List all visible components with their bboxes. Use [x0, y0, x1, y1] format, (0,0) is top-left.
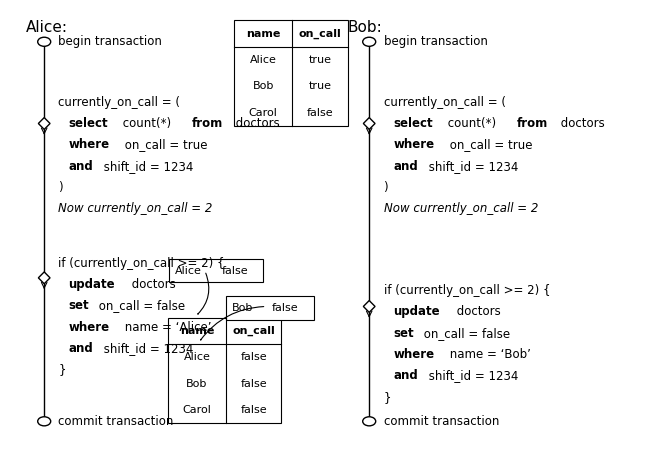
Text: select: select: [393, 117, 433, 130]
FancyArrowPatch shape: [201, 306, 264, 340]
Text: true: true: [309, 55, 332, 65]
Text: set: set: [68, 300, 89, 312]
Text: Carol: Carol: [249, 108, 278, 118]
Text: doctors: doctors: [232, 117, 280, 130]
Text: update: update: [68, 278, 115, 291]
Text: Carol: Carol: [183, 405, 211, 415]
Text: from: from: [191, 117, 223, 130]
Circle shape: [38, 37, 51, 46]
Text: name: name: [180, 326, 214, 336]
Text: ): ): [58, 181, 63, 194]
Text: Alice: Alice: [183, 352, 211, 362]
Circle shape: [38, 417, 51, 426]
Text: update: update: [393, 306, 440, 318]
Text: Now currently_on_call = 2: Now currently_on_call = 2: [58, 202, 213, 215]
Text: ): ): [384, 181, 388, 194]
Text: where: where: [68, 138, 109, 151]
Text: doctors: doctors: [453, 306, 501, 318]
Polygon shape: [363, 118, 375, 129]
Bar: [234, 20, 348, 126]
Text: false: false: [240, 352, 267, 362]
Bar: [169, 259, 263, 282]
Text: doctors: doctors: [557, 117, 604, 130]
Text: and: and: [68, 160, 93, 173]
Text: }: }: [384, 391, 391, 404]
Polygon shape: [38, 118, 50, 129]
Text: false: false: [240, 405, 267, 415]
Bar: [226, 296, 314, 320]
Text: and: and: [393, 370, 418, 382]
Text: Bob: Bob: [253, 81, 274, 91]
Text: shift_id = 1234: shift_id = 1234: [425, 370, 519, 382]
Text: Bob:: Bob:: [348, 20, 382, 35]
Text: currently_on_call = (: currently_on_call = (: [384, 96, 506, 109]
Text: name = ‘Bob’: name = ‘Bob’: [447, 348, 531, 361]
Text: on_call: on_call: [233, 326, 275, 336]
Polygon shape: [38, 272, 50, 284]
Text: shift_id = 1234: shift_id = 1234: [100, 342, 194, 355]
Text: false: false: [272, 303, 298, 313]
Text: commit transaction: commit transaction: [58, 415, 174, 428]
Text: on_call = true: on_call = true: [447, 138, 533, 151]
Text: commit transaction: commit transaction: [384, 415, 499, 428]
Text: if (currently_on_call >= 2) {: if (currently_on_call >= 2) {: [384, 284, 550, 297]
Text: true: true: [309, 81, 332, 91]
Text: on_call = false: on_call = false: [420, 327, 510, 340]
Polygon shape: [363, 301, 375, 312]
Text: false: false: [240, 379, 267, 389]
Text: on_call = true: on_call = true: [122, 138, 208, 151]
Text: begin transaction: begin transaction: [384, 35, 488, 48]
Text: and: and: [393, 160, 418, 173]
Text: Alice: Alice: [175, 266, 202, 276]
Text: count(*): count(*): [120, 117, 176, 130]
Text: doctors: doctors: [128, 278, 176, 291]
Text: on_call: on_call: [299, 29, 341, 39]
Bar: [168, 318, 281, 423]
Text: false: false: [222, 266, 248, 276]
Text: Alice: Alice: [250, 55, 277, 65]
FancyArrowPatch shape: [198, 273, 209, 314]
Text: Bob: Bob: [187, 379, 207, 389]
Text: false: false: [307, 108, 333, 118]
Text: }: }: [58, 364, 66, 376]
Text: where: where: [68, 321, 109, 334]
Text: name: name: [246, 29, 280, 39]
Text: where: where: [393, 348, 434, 361]
Text: name = ‘Alice’: name = ‘Alice’: [122, 321, 212, 334]
Text: and: and: [68, 342, 93, 355]
Text: begin transaction: begin transaction: [58, 35, 162, 48]
Circle shape: [363, 37, 376, 46]
Text: on_call = false: on_call = false: [95, 300, 185, 312]
Text: where: where: [393, 138, 434, 151]
Text: shift_id = 1234: shift_id = 1234: [425, 160, 519, 173]
Text: if (currently_on_call >= 2) {: if (currently_on_call >= 2) {: [58, 257, 225, 270]
Text: Alice:: Alice:: [26, 20, 68, 35]
Text: count(*): count(*): [445, 117, 500, 130]
Text: select: select: [68, 117, 108, 130]
Text: Bob: Bob: [231, 303, 253, 313]
Text: set: set: [393, 327, 414, 340]
Text: Now currently_on_call = 2: Now currently_on_call = 2: [384, 202, 538, 215]
Circle shape: [363, 417, 376, 426]
Text: currently_on_call = (: currently_on_call = (: [58, 96, 181, 109]
Text: from: from: [516, 117, 548, 130]
Text: shift_id = 1234: shift_id = 1234: [100, 160, 194, 173]
